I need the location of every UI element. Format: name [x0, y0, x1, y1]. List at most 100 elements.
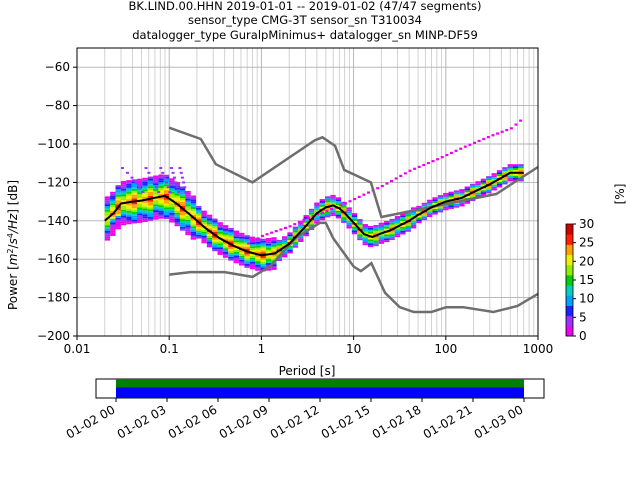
histogram-cell	[276, 259, 283, 262]
histogram-cell	[249, 261, 256, 264]
histogram-cell	[131, 179, 137, 182]
histogram-cell	[271, 246, 277, 249]
histogram-cell	[249, 253, 256, 256]
histogram-cell	[142, 181, 148, 184]
histogram-cell	[394, 235, 401, 238]
histogram-cell	[222, 234, 229, 237]
colorbar-segment	[566, 325, 573, 337]
colorbar: 0 5 10 15 20 25 30	[565, 217, 594, 343]
histogram-cell	[179, 199, 186, 202]
histogram-cell	[249, 248, 256, 251]
histogram-cell	[104, 225, 111, 228]
histogram-cell	[217, 224, 223, 227]
histogram-cell	[158, 205, 164, 208]
histogram-cell	[330, 206, 336, 209]
histogram-cell	[335, 197, 342, 200]
histogram-cell	[512, 175, 519, 178]
histogram-cell	[271, 267, 277, 270]
histogram-cell	[491, 184, 497, 187]
histogram-cell	[201, 218, 207, 221]
histogram-cell	[400, 215, 406, 218]
histogram-cell	[175, 186, 179, 189]
histogram-cell	[491, 182, 497, 185]
histogram-cell	[480, 188, 487, 191]
histogram-cell	[196, 228, 202, 231]
histogram-cell	[153, 210, 159, 212]
histogram-cell	[357, 236, 363, 239]
histogram-cell	[136, 219, 143, 221]
histogram-cell	[158, 207, 164, 210]
histogram-cell	[373, 226, 379, 229]
histogram-cell	[432, 203, 438, 205]
histogram-cell	[217, 251, 223, 253]
histogram-cell	[518, 164, 524, 167]
histogram-cell	[496, 174, 503, 176]
nhnm-line	[168, 126, 539, 219]
histogram-cell	[255, 249, 261, 252]
histogram-cell	[249, 265, 256, 268]
histogram-cell	[147, 193, 154, 196]
histogram-cell	[185, 210, 191, 213]
histogram-cell	[357, 232, 363, 235]
histogram-cell	[298, 236, 304, 239]
histogram-cell	[239, 250, 245, 253]
histogram-cell	[427, 201, 433, 204]
colorbar-label: [%]	[613, 184, 627, 205]
histogram-cell	[115, 217, 121, 220]
histogram-cell	[104, 215, 111, 218]
histogram-cell	[185, 223, 191, 226]
histogram-cell	[502, 176, 508, 179]
histogram-cell	[179, 213, 186, 216]
histogram-cell	[222, 227, 229, 229]
histogram-cell	[201, 216, 207, 219]
histogram-cell	[276, 245, 283, 248]
histogram-cell	[249, 238, 256, 241]
y-axis-label-part: ] [dB]	[6, 180, 20, 214]
histogram-cell	[249, 263, 256, 266]
histogram-cell	[346, 213, 352, 216]
histogram-cell	[437, 197, 444, 199]
histogram-cell	[362, 241, 368, 244]
histogram-cell	[260, 259, 266, 262]
histogram-cell	[110, 195, 116, 198]
histogram-cell	[179, 224, 186, 227]
histogram-cell	[432, 199, 438, 202]
histogram-cell	[367, 225, 374, 228]
histogram-cell	[265, 247, 272, 250]
histogram-cell	[153, 175, 159, 178]
histogram-cell	[448, 207, 454, 209]
histogram-cell	[341, 209, 347, 212]
histogram-cell	[518, 169, 524, 172]
histogram-cell	[196, 232, 202, 235]
histogram-cell	[470, 189, 476, 192]
histogram-cell	[180, 176, 184, 179]
histogram-cell	[314, 206, 320, 209]
histogram-cell	[233, 236, 240, 239]
histogram-cell	[249, 257, 256, 260]
histogram-cell	[126, 180, 132, 183]
histogram-cell	[475, 194, 481, 197]
histogram-cell	[115, 223, 121, 226]
timeline-tick-label: 01-02 06	[166, 402, 220, 441]
histogram-cell	[330, 207, 334, 211]
y-axis-label-part: m	[6, 254, 20, 266]
histogram-cell	[163, 176, 167, 179]
histogram-cell	[115, 210, 121, 213]
histogram-cell	[389, 224, 395, 227]
histogram-cell	[174, 210, 180, 213]
histogram-cell	[147, 186, 154, 189]
histogram-cell	[512, 164, 519, 167]
histogram-cell	[260, 238, 266, 241]
histogram-cell	[335, 208, 342, 211]
histogram-cell	[518, 179, 524, 182]
histogram-cell	[244, 265, 250, 268]
histogram-cell	[330, 194, 336, 197]
histogram-cell	[131, 210, 137, 212]
histogram-cell	[357, 195, 361, 198]
histogram-cell	[169, 195, 175, 198]
histogram-cell	[405, 222, 411, 225]
histogram-cell	[394, 229, 401, 232]
colorbar-tick-label: 20	[579, 254, 594, 268]
histogram-cell	[126, 199, 132, 202]
